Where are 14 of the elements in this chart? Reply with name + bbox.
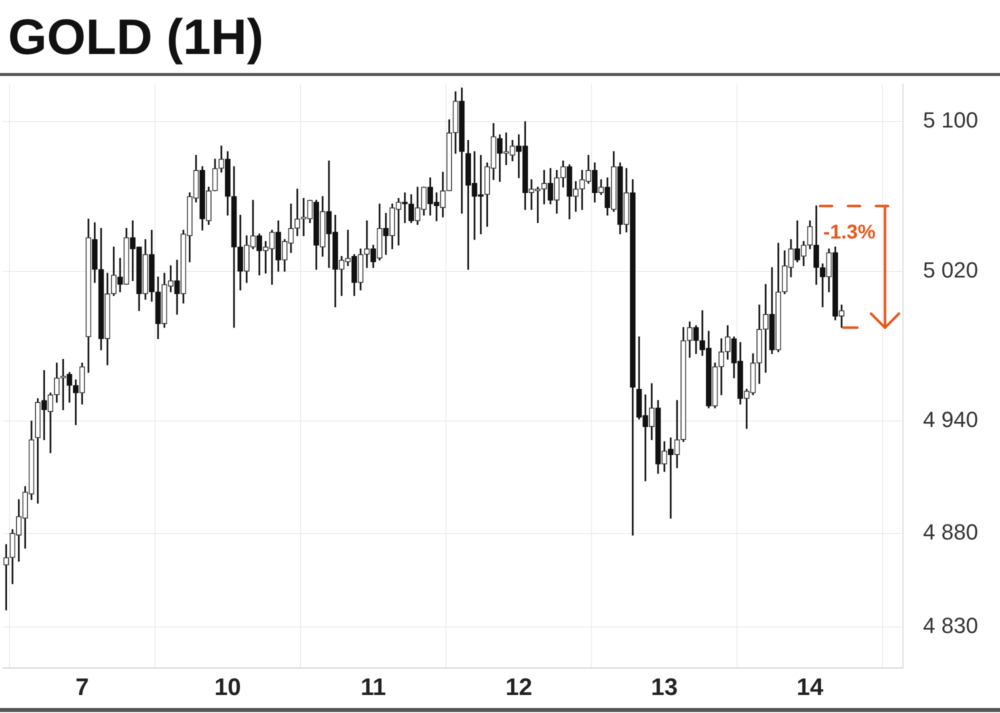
annotation: -1.3% — [823, 221, 876, 244]
x-tick-label: 11 — [360, 674, 386, 702]
y-tick-label: 4 830 — [923, 612, 978, 638]
y-tick-label: 4 940 — [923, 407, 978, 432]
y-tick-label: 5 020 — [923, 257, 978, 282]
x-tick-label: 12 — [505, 674, 532, 702]
y-tick-label: 4 880 — [923, 519, 978, 544]
y-tick-label: 5 100 — [923, 108, 978, 133]
x-tick-label: 13 — [651, 674, 678, 702]
x-tick-label: 7 — [75, 674, 89, 702]
candlestick — [174, 260, 180, 315]
x-tick-label: 10 — [214, 674, 242, 702]
x-tick-label: 14 — [796, 674, 824, 702]
chart-title: GOLD (1H) — [8, 8, 264, 66]
